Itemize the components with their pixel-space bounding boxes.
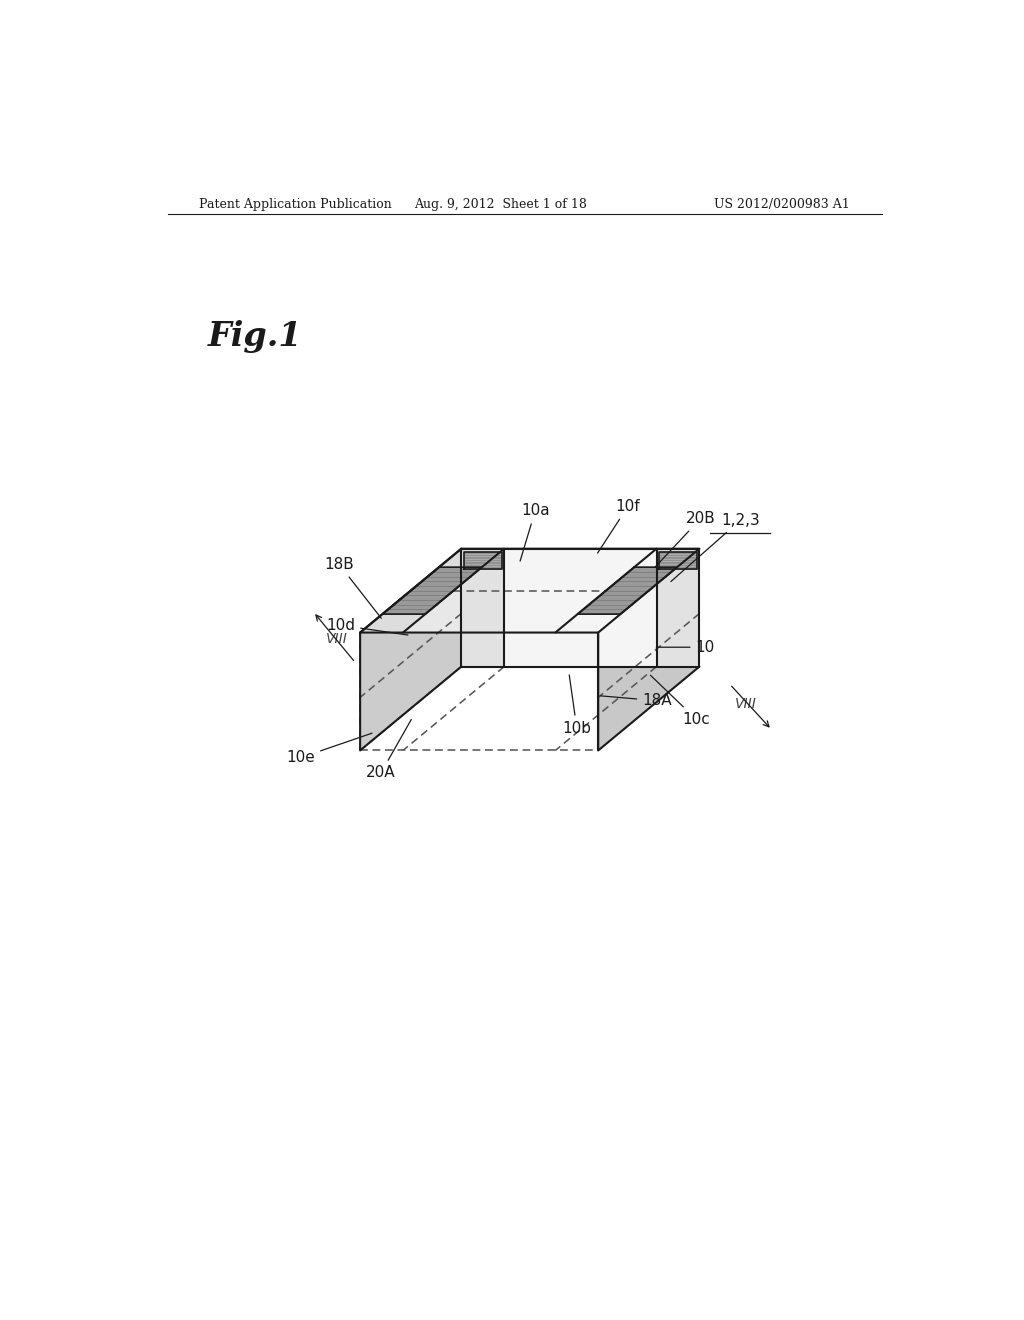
Polygon shape	[504, 549, 656, 667]
Text: 10a: 10a	[520, 503, 550, 561]
Text: US 2012/0200983 A1: US 2012/0200983 A1	[715, 198, 850, 211]
Text: VIII: VIII	[327, 632, 348, 647]
Polygon shape	[464, 552, 502, 569]
Text: VIII: VIII	[734, 697, 757, 711]
Text: 10d: 10d	[327, 618, 408, 635]
Polygon shape	[578, 568, 677, 614]
Polygon shape	[656, 549, 699, 667]
Text: Fig.1: Fig.1	[207, 319, 302, 352]
Text: 10e: 10e	[287, 733, 372, 766]
Text: Patent Application Publication: Patent Application Publication	[200, 198, 392, 211]
Text: 10c: 10c	[650, 676, 710, 726]
Polygon shape	[360, 549, 699, 632]
Text: 20A: 20A	[367, 719, 412, 780]
Text: 10f: 10f	[598, 499, 640, 553]
Text: 20B: 20B	[654, 511, 715, 568]
Polygon shape	[658, 552, 697, 569]
Text: 1,2,3: 1,2,3	[671, 513, 760, 582]
Polygon shape	[598, 549, 699, 751]
Polygon shape	[461, 549, 699, 667]
Text: Aug. 9, 2012  Sheet 1 of 18: Aug. 9, 2012 Sheet 1 of 18	[415, 198, 588, 211]
Text: 10: 10	[656, 640, 715, 655]
Text: 10b: 10b	[562, 675, 591, 735]
Text: 18A: 18A	[600, 693, 672, 708]
Text: 18B: 18B	[325, 557, 381, 618]
Polygon shape	[461, 549, 504, 667]
Polygon shape	[360, 549, 461, 751]
Polygon shape	[403, 549, 656, 632]
Polygon shape	[382, 568, 482, 614]
